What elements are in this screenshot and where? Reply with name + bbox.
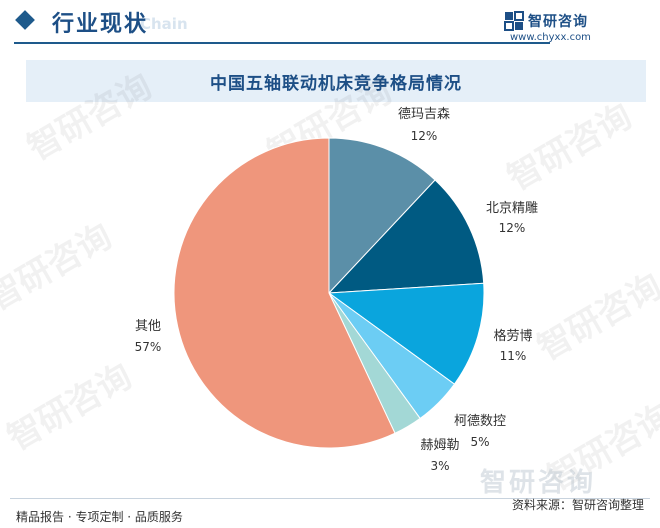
logo-url: www.chyxx.com (510, 32, 591, 43)
section-title: 行业现状 (52, 12, 149, 37)
footer-slogan: 精品报告 · 专项定制 · 品质服务 (16, 510, 183, 524)
slice-label: 北京精雕 (486, 201, 538, 216)
slice-label: 赫姆勒 (420, 438, 459, 453)
slice-value-label: 11% (500, 349, 527, 363)
pie-slice-3 (327, 282, 485, 385)
slice-value-label: 57% (135, 340, 162, 354)
footer-divider (10, 498, 650, 499)
pie-slice-6 (173, 137, 396, 449)
chart-title: 中国五轴联动机床竞争格局情况 (210, 74, 462, 94)
slice-value-label: 3% (430, 459, 449, 473)
footer-brand-watermark: 智研咨询 (480, 468, 597, 498)
section-header: Chain 行业现状 智研咨询 www.chyxx.com (0, 0, 660, 44)
pie-slice-1 (328, 137, 436, 295)
slice-label: 德玛吉森 (398, 107, 450, 122)
data-source: 资料来源：智研咨询整理 (511, 498, 644, 512)
slice-label: 柯德数控 (454, 414, 506, 429)
section-ghost-text: Chain (140, 15, 188, 33)
slice-value-label: 12% (499, 221, 526, 235)
slice-value-label: 5% (470, 435, 489, 449)
pie-slice-2 (327, 179, 485, 294)
slice-label: 其他 (135, 319, 161, 334)
slice-value-label: 12% (411, 129, 438, 143)
chart-title-band: 中国五轴联动机床竞争格局情况 (26, 60, 646, 102)
logo-icon (504, 11, 524, 31)
logo-name: 智研咨询 (528, 14, 588, 30)
slice-label: 格劳博 (493, 328, 532, 344)
brand-logo: 智研咨询 www.chyxx.com (498, 9, 648, 45)
header-divider (14, 42, 550, 44)
